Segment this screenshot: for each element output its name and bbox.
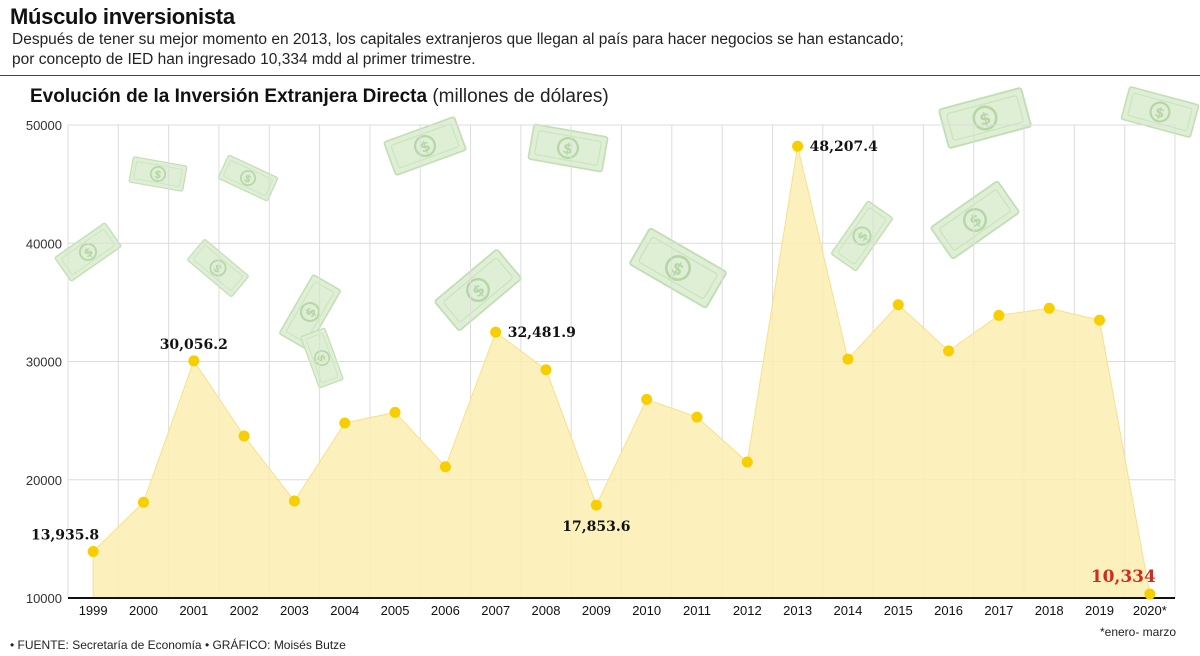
data-point [389, 406, 401, 418]
data-label: 30,056.2 [160, 337, 228, 353]
subtitle-line-1: Después de tener su mejor momento en 201… [12, 31, 904, 48]
data-point [339, 417, 351, 429]
source-credit: • FUENTE: Secretaría de Economía • GRÁFI… [10, 638, 346, 652]
x-tick-label: 2010 [632, 603, 661, 618]
data-label: 32,481.9 [508, 325, 576, 341]
data-point [137, 496, 149, 508]
money-bill-icon [128, 155, 188, 193]
x-tick-label: 2006 [431, 603, 460, 618]
chart-title: Evolución de la Inversión Extranjera Dir… [30, 86, 609, 108]
data-point [87, 545, 99, 557]
headline: Músculo inversionista [10, 4, 235, 29]
data-point [590, 499, 602, 511]
chart-title-main: Evolución de la Inversión Extranjera Dir… [30, 86, 428, 107]
data-point [792, 140, 804, 152]
money-bill-icon [937, 86, 1033, 150]
data-point [490, 326, 502, 338]
data-point [238, 430, 250, 442]
x-tick-label: 2012 [733, 603, 762, 618]
chart-data-labels: 13,935.8 30,056.2 32,481.9 17,853.6 48,207.4… [31, 139, 1156, 587]
y-tick-label: 50000 [26, 118, 62, 133]
data-point [641, 393, 653, 405]
money-bill-icon [830, 199, 894, 273]
subtitle-line-2: por concepto de IED han ingresado 10,334… [12, 51, 476, 68]
x-tick-label: 2003 [280, 603, 309, 618]
data-point [842, 353, 854, 365]
data-point [691, 411, 703, 423]
money-bill-icon [628, 226, 728, 310]
data-point [1043, 302, 1055, 314]
data-point [741, 456, 753, 468]
data-label: 17,853.6 [562, 519, 630, 535]
x-tick-label: 2020* [1133, 603, 1167, 618]
data-label: 13,935.8 [31, 527, 99, 543]
x-tick-label: 2008 [532, 603, 561, 618]
y-tick-label: 30000 [26, 355, 62, 370]
y-tick-label: 20000 [26, 473, 62, 488]
x-tick-label: 1999 [79, 603, 108, 618]
money-bill-icon [299, 327, 345, 389]
data-point [943, 345, 955, 357]
x-tick-label: 2009 [582, 603, 611, 618]
x-tick-label: 2000 [129, 603, 158, 618]
chart-points [87, 140, 1156, 600]
money-bill-icon [433, 247, 523, 333]
money-bill-icon [186, 238, 250, 298]
x-tick-label: 2013 [783, 603, 812, 618]
data-point [1144, 588, 1156, 600]
x-tick-label: 2018 [1035, 603, 1064, 618]
data-point [439, 461, 451, 473]
data-label: 10,334 [1091, 567, 1156, 587]
x-tick-label: 2014 [833, 603, 862, 618]
data-point [1094, 314, 1106, 326]
data-point [188, 355, 200, 367]
money-bill-icon [53, 221, 123, 283]
footnote: *enero- marzo [1099, 625, 1176, 639]
x-tick-label: 2019 [1085, 603, 1114, 618]
chart-title-unit: (millones de dólares) [432, 86, 609, 107]
x-tick-label: 2004 [330, 603, 359, 618]
money-bill-icon [929, 179, 1021, 261]
data-point [288, 495, 300, 507]
money-bill-icon [1120, 85, 1200, 139]
chart-axes: 10000 20000 30000 40000 50000 1999 2000 2001 200… [26, 118, 1175, 618]
money-bill-icon [527, 123, 609, 173]
x-tick-label: 2007 [481, 603, 510, 618]
x-tick-label: 2016 [934, 603, 963, 618]
x-tick-label: 2001 [179, 603, 208, 618]
y-tick-label: 10000 [26, 591, 62, 606]
data-point [892, 299, 904, 311]
data-point [993, 309, 1005, 321]
x-tick-label: 2011 [683, 603, 711, 618]
header-divider [0, 75, 1200, 76]
x-tick-label: 2002 [230, 603, 259, 618]
data-label: 48,207.4 [810, 139, 878, 155]
x-tick-label: 2015 [884, 603, 913, 618]
data-point [540, 364, 552, 376]
x-tick-label: 2005 [381, 603, 410, 618]
x-tick-label: 2017 [984, 603, 1013, 618]
y-tick-label: 40000 [26, 236, 62, 251]
subtitle: Después de tener su mejor momento en 201… [12, 30, 1162, 70]
